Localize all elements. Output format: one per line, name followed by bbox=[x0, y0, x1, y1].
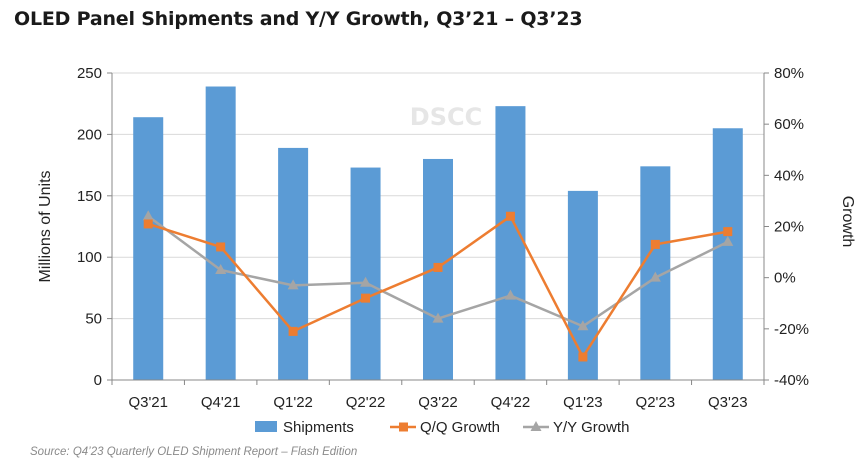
point-marker bbox=[432, 312, 444, 323]
y-tick-label: 100 bbox=[77, 249, 102, 266]
point-marker bbox=[215, 263, 227, 274]
y2-tick-label: -20% bbox=[774, 321, 809, 338]
bar bbox=[567, 190, 598, 380]
point-marker bbox=[143, 219, 153, 229]
y-tick-label: 250 bbox=[77, 65, 102, 82]
legend-marker bbox=[530, 421, 542, 431]
point-marker bbox=[287, 279, 299, 290]
point-marker bbox=[650, 239, 660, 249]
axes: 0 50 100 150 200 250 -40% -20% 0% 20% 40% 60% 80% Q3'… bbox=[77, 65, 809, 411]
point-marker bbox=[216, 242, 226, 252]
point-marker bbox=[722, 235, 734, 246]
x-tick-label: Q2'22 bbox=[346, 394, 386, 411]
point-marker bbox=[360, 276, 372, 287]
bar bbox=[205, 86, 236, 381]
y2-tick-label: 0% bbox=[774, 270, 796, 287]
bar bbox=[495, 106, 526, 380]
y2-tick-label: 80% bbox=[774, 65, 804, 82]
x-tick-label: Q4'22 bbox=[491, 394, 531, 411]
point-marker bbox=[578, 352, 588, 362]
y-tick-label: 150 bbox=[77, 188, 102, 205]
y2-tick-label: -40% bbox=[774, 372, 809, 389]
bar-series bbox=[133, 86, 743, 381]
point-marker bbox=[504, 289, 516, 300]
point-marker bbox=[142, 210, 154, 221]
legend-label: Y/Y Growth bbox=[553, 419, 629, 436]
x-tick-label: Q2'23 bbox=[636, 394, 676, 411]
x-tick-label: Q1'23 bbox=[563, 394, 603, 411]
x-tick-label: Q3'23 bbox=[708, 394, 748, 411]
x-tick-label: Q3'21 bbox=[128, 394, 168, 411]
y2-axis-label: Growth bbox=[839, 196, 856, 248]
y2-tick-label: 20% bbox=[774, 219, 804, 236]
chart-title: OLED Panel Shipments and Y/Y Growth, Q3’… bbox=[14, 8, 583, 30]
bar bbox=[278, 147, 309, 380]
legend-swatch bbox=[255, 421, 277, 432]
legend-marker bbox=[399, 422, 408, 432]
point-marker bbox=[288, 326, 298, 336]
point-marker bbox=[433, 262, 443, 272]
point-marker bbox=[361, 293, 371, 303]
watermark: DSCC bbox=[410, 103, 482, 131]
legend-item: Y/Y Growth bbox=[523, 419, 629, 436]
legend: Shipments Q/Q Growth Y/Y Growth bbox=[255, 419, 629, 436]
x-tick-label: Q4'21 bbox=[201, 394, 241, 411]
y-tick-label: 0 bbox=[94, 372, 102, 389]
legend-item: Q/Q Growth bbox=[390, 419, 500, 436]
line-series bbox=[142, 210, 734, 362]
y-tick-label: 200 bbox=[77, 126, 102, 143]
bar bbox=[712, 128, 743, 380]
legend-item: Shipments bbox=[255, 419, 354, 436]
point-marker bbox=[577, 320, 589, 331]
legend-label: Q/Q Growth bbox=[420, 419, 500, 436]
y-axis-label: Millions of Units bbox=[37, 170, 54, 282]
bar bbox=[350, 167, 381, 380]
y2-tick-label: 40% bbox=[774, 167, 804, 184]
y-tick-label: 50 bbox=[85, 311, 102, 328]
x-tick-label: Q3'22 bbox=[418, 394, 458, 411]
legend-label: Shipments bbox=[283, 419, 354, 436]
point-marker bbox=[649, 271, 661, 282]
point-marker bbox=[505, 211, 515, 221]
source-note: Source: Q4’23 Quarterly OLED Shipment Re… bbox=[30, 446, 358, 458]
point-marker bbox=[723, 227, 733, 237]
x-tick-label: Q1'22 bbox=[273, 394, 313, 411]
bar bbox=[133, 117, 164, 380]
y2-tick-label: 60% bbox=[774, 116, 804, 133]
